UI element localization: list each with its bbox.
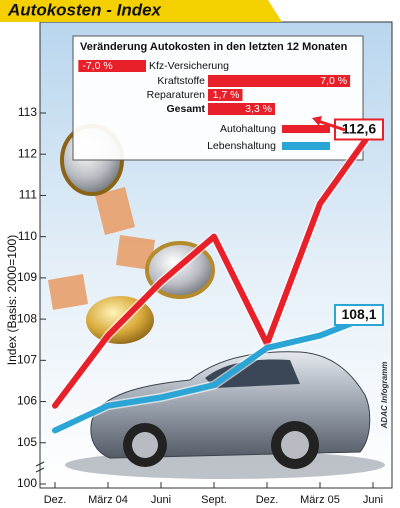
x-tick-label: Dez. (44, 494, 67, 506)
bar-value-label: 3,3 % (245, 103, 272, 115)
legend-swatch (282, 142, 330, 150)
bar (78, 60, 146, 72)
car-illustration (65, 351, 385, 479)
arrow-head (312, 116, 322, 126)
y-tick-label: 111 (19, 188, 38, 202)
credit: ADAC Infogramm (380, 362, 389, 430)
x-tick-label: März 05 (300, 494, 340, 506)
x-tick-label: März 04 (88, 494, 128, 506)
y-tick-label: 107 (17, 353, 37, 367)
y-tick-label: 112 (18, 146, 37, 160)
category-label: Kfz-Versicherung (149, 60, 229, 72)
y-tick-label: 113 (18, 105, 37, 119)
value-label: 112,6 (342, 121, 376, 137)
legend-label: Autohaltung (220, 123, 276, 135)
series-line (52, 126, 376, 409)
legend-label: Lebenshaltung (207, 140, 276, 152)
bar (208, 103, 275, 115)
series-line (52, 311, 376, 434)
axis-break (35, 461, 45, 473)
x-tick-label: Sept. (201, 494, 227, 506)
x-tick-label: Dez. (256, 494, 279, 506)
x-tick-label: Juni (363, 494, 383, 506)
title-banner (0, 0, 282, 22)
bar (208, 89, 243, 101)
bar (208, 75, 351, 87)
value-label: 108,1 (341, 306, 376, 322)
arrow (317, 119, 346, 132)
chart-title: Autokosten - Index (7, 0, 163, 19)
category-label: Gesamt (166, 103, 205, 115)
legend-swatch (282, 125, 330, 133)
category-label: Reparaturen (147, 89, 206, 101)
category-label: Kraftstoffe (157, 75, 205, 87)
y-tick-label: 110 (18, 229, 37, 243)
y-axis-label: Index (Basis: 2000=100) (5, 235, 19, 365)
y-tick-label: 109 (17, 270, 37, 284)
value-label-box (334, 303, 384, 326)
value-label-box (334, 118, 384, 141)
y-tick-label: 105 (17, 435, 37, 449)
bar-value-label: 7,0 % (320, 75, 347, 87)
y-tick-label: 106 (17, 394, 37, 408)
y-tick-label: 108 (17, 311, 37, 325)
x-tick-label: Juni (151, 494, 171, 506)
bar-value-label: -7,0 % (82, 60, 112, 72)
inset-title: Veränderung Autokosten in den letzten 12… (80, 41, 348, 53)
y-tick-label: 100 (17, 476, 37, 490)
bar-value-label: 1,7 % (213, 89, 240, 101)
